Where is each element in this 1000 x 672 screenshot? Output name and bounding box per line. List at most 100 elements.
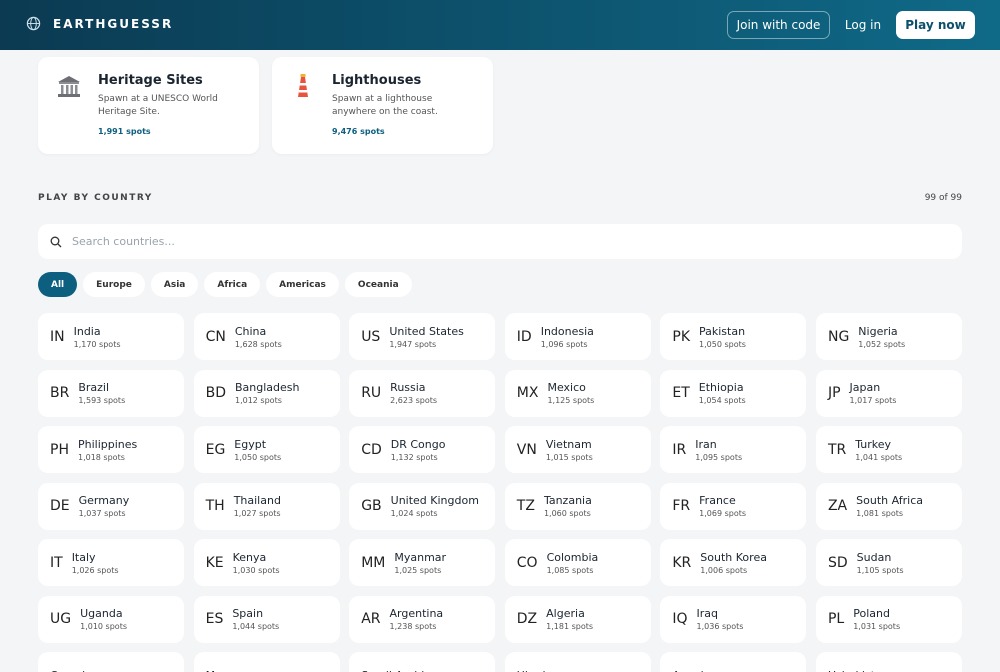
country-name: Angola [672,669,710,672]
country-card[interactable]: TZ Tanzania 1,060 spots [504,482,651,530]
section-title: PLAY BY COUNTRY [38,193,153,203]
country-spots: 1,132 spots [390,452,438,462]
country-card[interactable]: RU Russia 2,623 spots [349,369,496,417]
join-button[interactable]: Join with code [727,11,830,39]
filter-chip[interactable]: Asia [150,272,199,297]
country-name: Brazil [78,381,110,394]
country-spots: 1,081 spots [856,509,904,518]
mode-description: Spawn at a UNESCO World Heritage Site. [98,94,218,117]
country-name: China [234,324,267,338]
country-name: Russia [390,381,426,394]
country-card[interactable]: VN Vietnam 1,015 spots [504,426,651,473]
country-card[interactable]: Uzbekistan [815,652,962,672]
country-card[interactable]: IR Iran 1,095 spots [660,426,807,473]
country-card[interactable]: FR France 1,069 spots [660,482,807,530]
country-grid: IN India 1,170 spots CN China 1,628 spots US Un… [38,313,962,672]
country-card[interactable]: DE Germany 1,037 spots [38,482,184,530]
country-spots: 1,085 spots [546,565,594,575]
country-card[interactable]: MM Myanmar 1,025 spots [349,539,496,586]
country-spots: 1,105 spots [856,565,904,575]
country-card[interactable]: DZ Algeria 1,181 spots [504,595,651,643]
country-card[interactable]: UG Uganda 1,010 spots [38,595,184,643]
filter-chip[interactable]: Africa [204,272,261,297]
country-code: UG [50,611,72,627]
country-card[interactable]: TH Thailand 1,027 spots [193,482,340,530]
country-card[interactable]: KE Kenya 1,030 spots [193,539,340,586]
login-button[interactable]: Log in [844,18,882,32]
country-spots: 1,125 spots [547,396,595,405]
country-card[interactable]: CN China 1,628 spots [193,313,340,360]
country-card[interactable]: JP Japan 1,017 spots [815,369,962,417]
country-spots: 1,050 spots [699,339,746,349]
country-card[interactable]: ID Indonesia 1,096 spots [504,313,651,360]
country-info: Nigeria 1,052 spots [858,325,905,349]
filter-chip[interactable]: All [38,272,78,297]
mode-card[interactable]: Lighthouses Spawn at a lighthouse anywhe… [272,57,493,154]
country-card[interactable]: Canada [38,652,184,672]
country-card[interactable]: EG Egypt 1,050 spots [193,426,340,473]
country-card[interactable]: BR Brazil 1,593 spots [38,369,184,417]
country-spots: 1,947 spots [389,339,437,349]
country-card[interactable]: Ukraine [504,652,651,672]
mode-title: Heritage Sites [98,73,203,88]
country-card[interactable]: IN India 1,170 spots [38,313,184,360]
country-card[interactable]: AR Argentina 1,238 spots [349,595,496,643]
filter-chip[interactable]: Americas [266,272,339,297]
country-code: DZ [516,611,538,627]
country-code: ID [516,328,532,345]
country-name: Vietnam [545,437,592,451]
country-code: IR [672,441,687,458]
search-box[interactable]: Search countries... [38,224,962,259]
lighthouse-icon [298,74,308,97]
country-info: Japan 1,017 spots [850,381,897,405]
country-count: 99 of 99 [924,193,962,203]
country-info: Saudi Arabia [361,669,431,672]
country-code: RU [361,385,382,401]
country-card[interactable]: Morocco [193,652,340,672]
country-card[interactable]: PK Pakistan 1,050 spots [660,313,807,360]
country-card[interactable]: IQ Iraq 1,036 spots [660,595,807,643]
country-info: Sudan 1,105 spots [857,551,904,575]
country-card[interactable]: TR Turkey 1,041 spots [815,426,962,473]
country-card[interactable]: IT Italy 1,026 spots [38,539,184,586]
country-spots: 1,031 spots [853,622,901,631]
country-card[interactable]: NG Nigeria 1,052 spots [815,313,962,360]
country-name: Germany [78,494,130,507]
country-spots: 1,017 spots [849,396,897,405]
filter-chip[interactable]: Oceania [344,272,412,297]
play-button[interactable]: Play now [896,11,975,39]
country-card[interactable]: PL Poland 1,031 spots [815,595,962,643]
country-spots: 1,593 spots [78,396,126,405]
country-name: France [699,494,736,507]
country-card[interactable]: KR South Korea 1,006 spots [660,539,807,586]
country-spots: 1,052 spots [858,339,906,349]
country-card[interactable]: BD Bangladesh 1,012 spots [193,369,340,417]
country-spots: 1,628 spots [234,339,282,349]
country-card[interactable]: ET Ethiopia 1,054 spots [660,369,807,417]
country-card[interactable]: GB United Kingdom 1,024 spots [349,482,496,530]
country-card[interactable]: ES Spain 1,044 spots [193,595,340,643]
country-spots: 1,238 spots [389,622,437,631]
country-card[interactable]: US United States 1,947 spots [349,313,496,360]
country-card[interactable]: MX Mexico 1,125 spots [504,369,651,417]
country-info: Argentina 1,238 spots [390,607,444,631]
country-card[interactable]: Angola [660,652,807,672]
mode-card[interactable]: Heritage Sites Spawn at a UNESCO World H… [38,57,259,154]
country-info: France 1,069 spots [699,494,746,518]
brand[interactable]: EARTHGUESSR [26,16,173,31]
country-card[interactable]: CD DR Congo 1,132 spots [349,426,496,473]
country-card[interactable]: SD Sudan 1,105 spots [815,539,962,586]
country-card[interactable]: ZA South Africa 1,081 spots [815,482,962,530]
country-code: SD [827,554,848,571]
mode-spots: 1,991 spots [98,127,151,136]
country-info: United Kingdom 1,024 spots [391,494,479,518]
country-card[interactable]: PH Philippines 1,018 spots [38,426,184,473]
country-card[interactable]: Saudi Arabia [349,652,496,672]
country-info: Mexico 1,125 spots [547,381,594,405]
country-card[interactable]: CO Colombia 1,085 spots [504,539,651,586]
filter-chip[interactable]: Europe [83,272,145,297]
country-info: Colombia 1,085 spots [547,551,599,575]
country-code: BD [205,385,226,401]
country-info: Tanzania 1,060 spots [544,494,592,518]
country-spots: 1,095 spots [695,452,743,462]
